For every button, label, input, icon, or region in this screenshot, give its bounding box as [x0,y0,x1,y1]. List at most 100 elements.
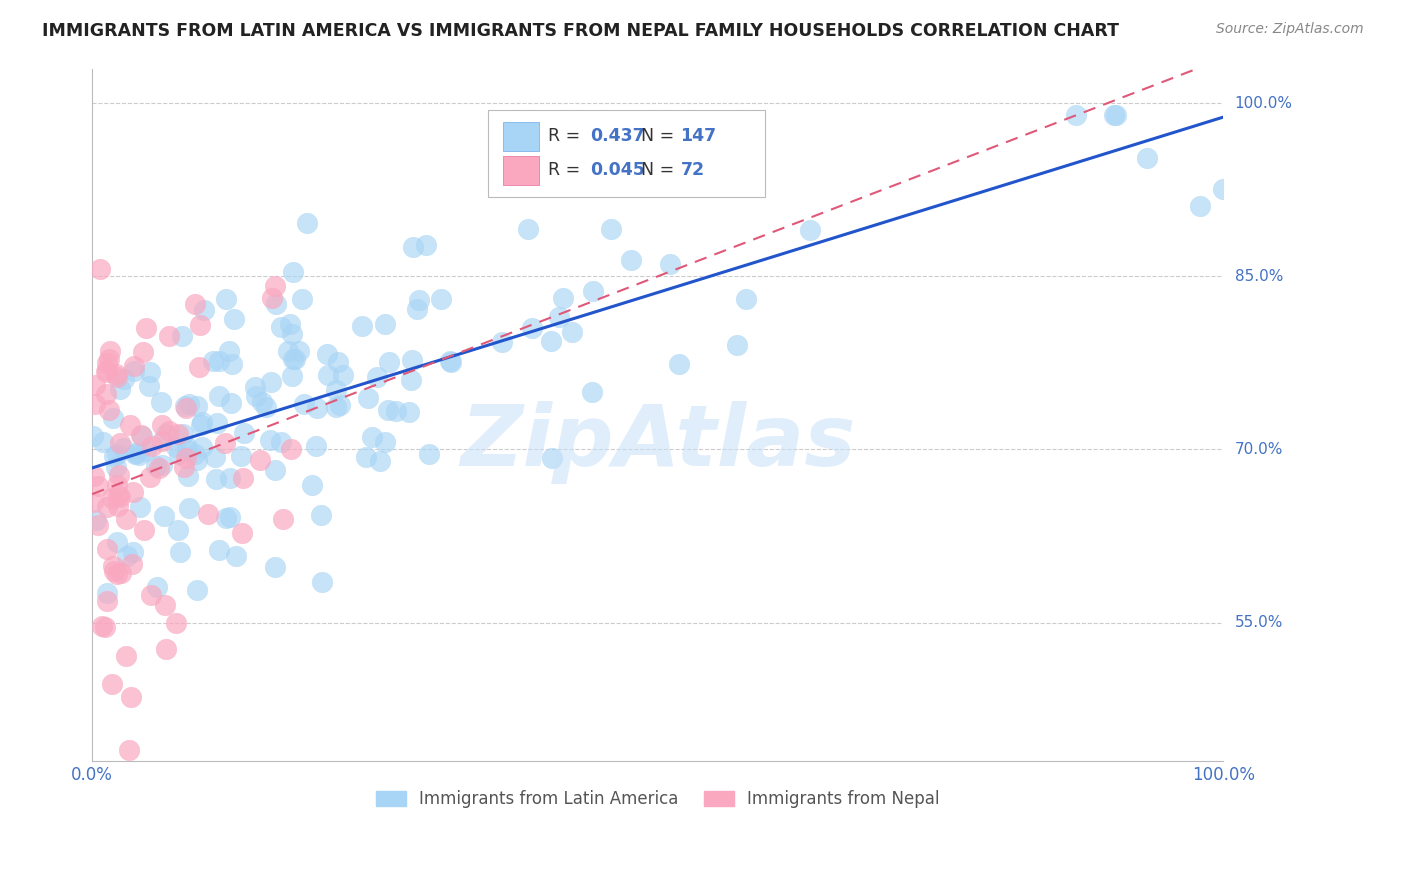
Point [186,582,208,597]
Point [111,441,134,455]
Point [415,238,437,252]
Point [231,526,253,541]
Point [280,442,302,456]
Point [208,353,231,368]
Point [165,615,187,630]
Point [98,343,121,358]
Point [150,434,173,448]
Point [103,449,125,463]
Point [91,435,114,450]
Point [292,397,315,411]
Point [145,458,167,473]
Point [231,449,253,463]
Point [263,560,285,574]
Point [138,470,160,484]
Point [260,375,283,389]
Point [131,429,153,443]
Text: N =: N = [641,161,679,179]
Point [278,317,301,331]
Point [110,566,132,580]
Point [169,545,191,559]
Text: 85.0%: 85.0% [1234,268,1282,284]
Point [176,401,198,415]
Point [204,450,226,465]
Point [301,478,323,492]
Point [82,494,104,508]
Point [207,543,229,558]
Point [97,402,120,417]
Point [581,385,603,400]
Point [101,559,124,574]
Point [418,447,440,461]
Point [107,467,129,482]
Point [288,343,311,358]
Point [177,469,200,483]
Point [520,321,543,335]
Point [406,302,429,317]
Point [309,508,332,523]
Point [96,356,118,370]
Text: 147: 147 [681,128,717,145]
Text: 55.0%: 55.0% [1234,615,1282,630]
Point [408,293,430,307]
Point [620,252,643,267]
Point [179,500,201,515]
Point [87,478,110,492]
Point [329,398,352,412]
Point [105,478,128,492]
Point [356,392,378,406]
Point [101,676,124,690]
Point [260,291,283,305]
Point [1189,199,1212,213]
Point [155,427,177,442]
Text: 72: 72 [681,161,704,179]
Point [491,335,513,350]
Point [173,459,195,474]
Point [398,405,420,419]
Point [202,353,225,368]
Point [516,222,538,236]
Point [325,400,347,414]
Text: N =: N = [641,128,679,145]
Point [145,580,167,594]
Point [318,368,340,382]
Point [87,518,110,533]
Point [82,429,104,443]
Point [101,410,124,425]
Point [98,351,121,366]
Point [110,490,132,504]
Point [1102,108,1125,122]
Point [177,397,200,411]
Point [149,394,172,409]
Point [214,292,236,306]
Point [561,325,583,339]
Point [115,648,138,663]
Point [799,223,821,237]
Point [107,499,129,513]
Point [121,557,143,571]
Point [135,321,157,335]
Point [115,549,138,564]
Point [112,372,135,386]
Point [186,453,208,467]
Point [190,418,212,433]
Point [138,379,160,393]
Point [124,446,146,460]
Point [214,436,236,450]
Point [141,439,163,453]
Point [270,319,292,334]
Point [1064,108,1087,122]
Point [153,598,176,612]
Point [105,566,128,581]
Point [668,357,690,371]
Point [108,435,131,450]
Point [1105,108,1128,122]
Point [311,575,333,590]
Point [139,588,162,602]
Point [122,485,145,500]
Point [148,461,170,475]
Point [440,354,463,368]
Point [582,285,605,299]
Point [105,534,128,549]
Point [263,463,285,477]
